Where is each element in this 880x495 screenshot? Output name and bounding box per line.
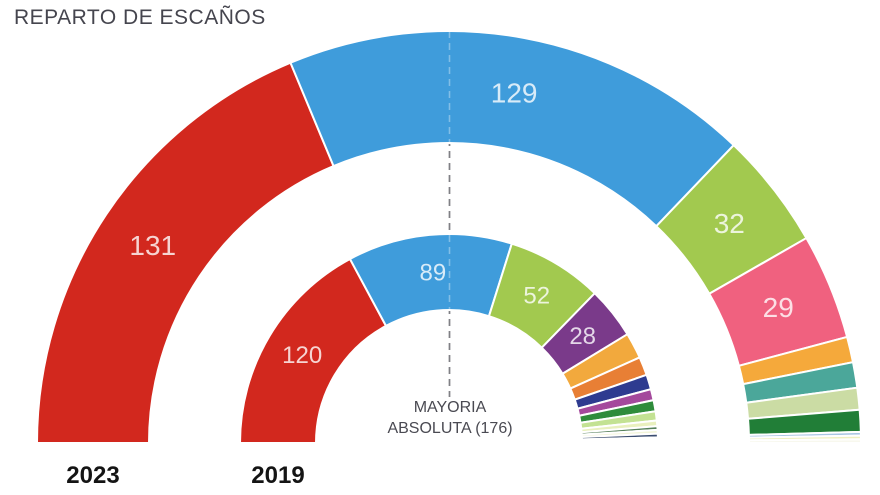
year-label-2019: 2019 (251, 462, 305, 489)
majority-annotation-line2: ABSOLUTA (176) (387, 420, 513, 437)
seat-count-label-2023-29: 29 (763, 292, 794, 323)
seat-count-label-2019-28: 28 (569, 323, 596, 350)
page-title: REPARTO DE ESCAÑOS (14, 6, 266, 29)
seat-count-label-2019-120: 120 (282, 342, 322, 369)
majority-annotation-line1: MAYORIA (413, 399, 487, 416)
ring-2023-segment-1 (289, 30, 736, 228)
seat-count-label-2019-52: 52 (523, 283, 550, 310)
ring-2023-segment-10 (747, 438, 863, 444)
seat-count-label-2023-129: 129 (491, 78, 538, 109)
seat-count-label-2019-89: 89 (420, 259, 447, 286)
seat-count-label-2023-32: 32 (714, 208, 745, 239)
majority-annotation: MAYORIA ABSOLUTA (176) (350, 397, 550, 439)
ring-2019-segment-16 (580, 440, 660, 444)
seat-count-label-2023-131: 131 (129, 230, 176, 261)
year-label-2023: 2023 (66, 462, 120, 489)
